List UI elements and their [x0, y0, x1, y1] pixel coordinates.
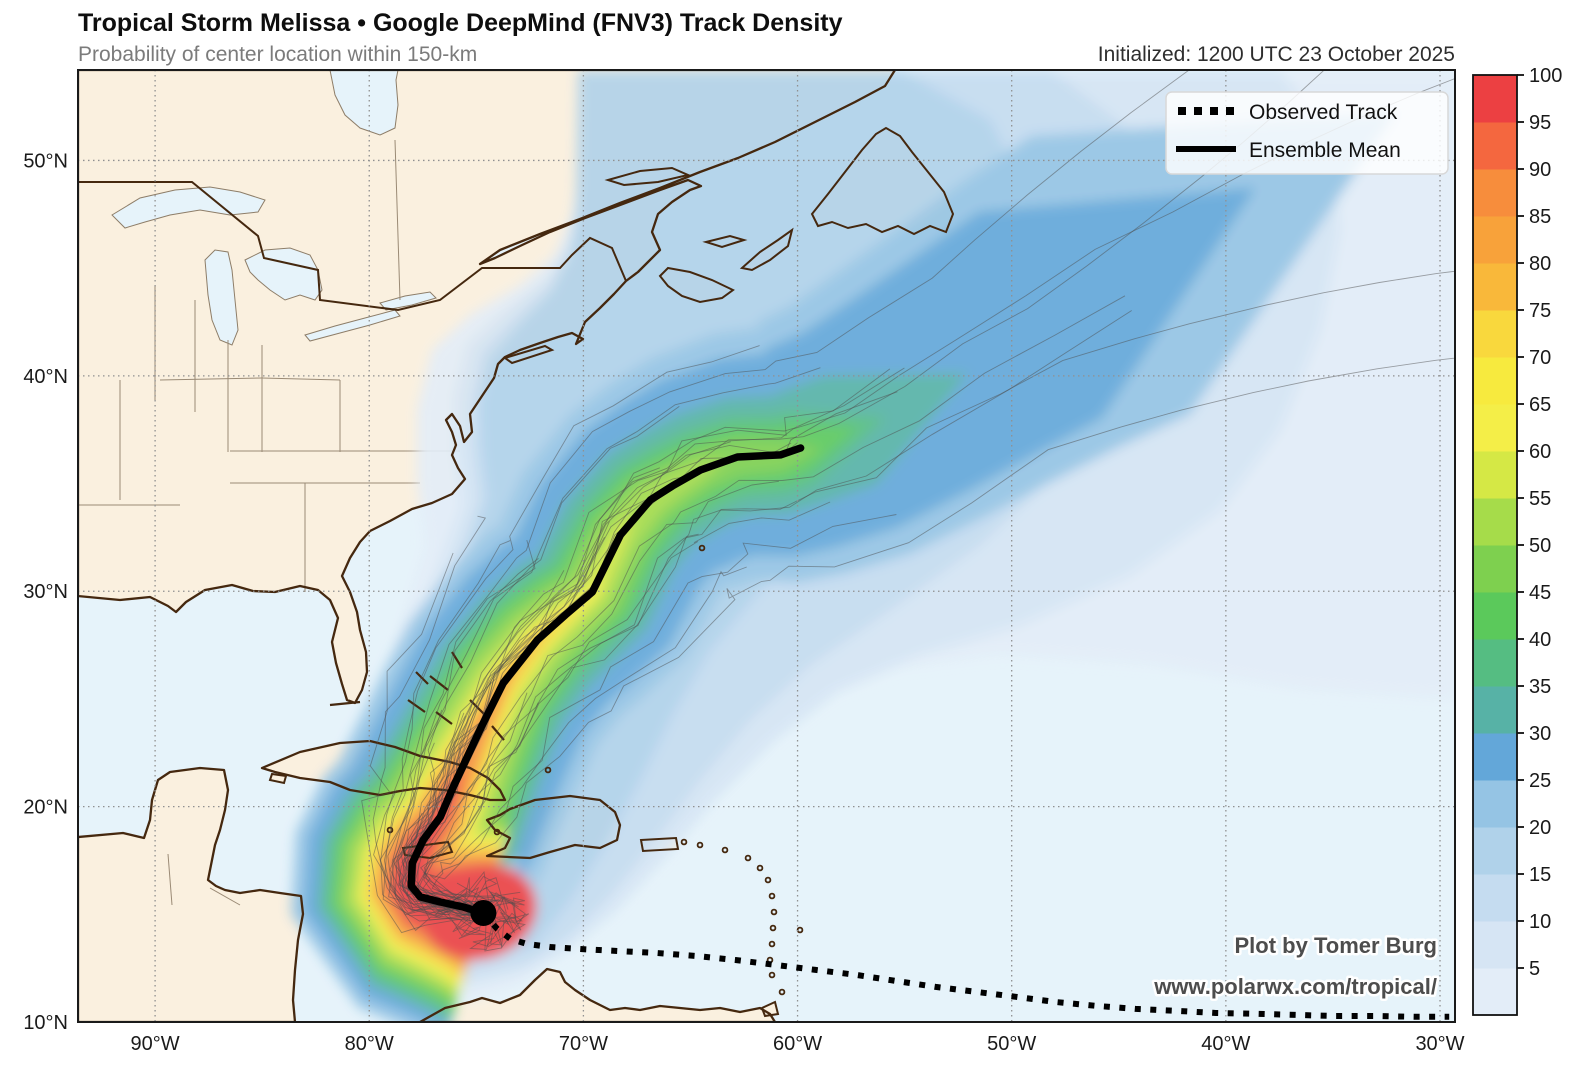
- ensemble-mean-line: [407, 444, 805, 917]
- ensemble-member-track: [361, 552, 486, 936]
- colorbar-segment: [1473, 968, 1517, 1016]
- legend-box: [1165, 91, 1449, 175]
- ensemble-member-track: [418, 501, 831, 950]
- latlon-grid: [79, 71, 1454, 1021]
- axis-labels: 90°W 80°W 70°W 60°W 50°W 40°W 30°W 10°N 20°N 30°N…: [23, 150, 1464, 1055]
- x-tick-label: 50°W: [987, 1033, 1036, 1055]
- ensemble-member-track: [388, 406, 680, 920]
- colorbar-segment: [1473, 592, 1517, 640]
- colorbar-segment: [1473, 874, 1517, 922]
- colorbar-tick-label: 75: [1529, 300, 1551, 322]
- colorbar-tick-label: 80: [1529, 253, 1551, 275]
- coastline-layer: [79, 71, 955, 1021]
- watermark-author: Plot by Tomer Burg: [1235, 933, 1438, 958]
- ensemble-member-track: [423, 692, 528, 908]
- colorbar-segment: [1473, 827, 1517, 875]
- colorbar-segment: [1473, 357, 1517, 405]
- colorbar-tick-label: 15: [1529, 864, 1551, 886]
- x-tick-label: 90°W: [131, 1033, 180, 1055]
- page-subtitle: Probability of center location within 15…: [78, 43, 477, 66]
- y-tick-label: 10°N: [23, 1012, 68, 1034]
- map-frame: [77, 69, 1456, 1023]
- colorbar-tick-label: 95: [1529, 112, 1551, 134]
- x-tick-label: 30°W: [1415, 1033, 1464, 1055]
- colorbar-segment: [1473, 263, 1517, 311]
- colorbar-segment: [1473, 498, 1517, 546]
- y-tick-label: 20°N: [23, 797, 68, 819]
- colorbar-segment: [1473, 639, 1517, 687]
- colorbar-tick-label: 90: [1529, 159, 1551, 181]
- colorbar-tick-label: 10: [1529, 911, 1551, 933]
- ensemble-member-track: [431, 514, 897, 915]
- legend-mean-label: Ensemble Mean: [1249, 139, 1401, 162]
- y-tick-label: 30°N: [23, 581, 68, 603]
- colorbar-segment: [1473, 404, 1517, 452]
- colorbar-tick-label: 30: [1529, 723, 1551, 745]
- us-canada-border: [79, 181, 627, 312]
- ensemble-member-track: [400, 367, 905, 952]
- colorbar-tick-label: 100: [1529, 65, 1562, 87]
- map-area: [79, 71, 1454, 1021]
- y-tick-label: 50°N: [23, 150, 68, 172]
- colorbar-segment: [1473, 921, 1517, 969]
- colorbar-segment: [1473, 216, 1517, 264]
- ensemble-member-track: [404, 78, 1454, 918]
- colorbar-tick-label: 45: [1529, 582, 1551, 604]
- colorbar-tick-label: 5: [1529, 958, 1540, 980]
- y-tick-label: 40°N: [23, 366, 68, 388]
- density-band-l25: [303, 187, 1256, 1021]
- colorbar-segment: [1473, 122, 1517, 170]
- page-title: Tropical Storm Melissa • Google DeepMind…: [78, 9, 843, 37]
- state-borders-layer: [79, 139, 460, 906]
- colorbar-tick-label: 85: [1529, 206, 1551, 228]
- colorbar-segment: [1473, 545, 1517, 593]
- colorbar-segment: [1473, 310, 1517, 358]
- colorbar-tick-label: 35: [1529, 676, 1551, 698]
- ensemble-member-track: [420, 270, 1454, 919]
- colorbar-tick-label: 65: [1529, 394, 1551, 416]
- init-time-label: Initialized: 1200 UTC 23 October 2025: [1098, 43, 1455, 66]
- colorbar: 5 10 15 20 25 30 35 40 45 50 55 60 65 70 75 80 85 90 95 100: [1472, 65, 1562, 1016]
- x-tick-label: 80°W: [345, 1033, 394, 1055]
- ensemble-member-track: [380, 540, 511, 917]
- observed-track-line: [481, 911, 1450, 1020]
- colorbar-tick-label: 20: [1529, 817, 1551, 839]
- x-tick-label: 70°W: [559, 1033, 608, 1055]
- colorbar-segment: [1473, 686, 1517, 734]
- ensemble-member-track: [429, 566, 747, 915]
- colorbar-tick-label: 50: [1529, 535, 1551, 557]
- legend-observed-label: Observed Track: [1249, 101, 1398, 124]
- colorbar-segment: [1473, 780, 1517, 828]
- colorbar-segment: [1473, 733, 1517, 781]
- colorbar-segment: [1473, 451, 1517, 499]
- watermark-url: www.polarwx.com/tropical/: [1153, 974, 1437, 999]
- legend: Observed Track Ensemble Mean: [1165, 91, 1449, 175]
- x-tick-label: 40°W: [1201, 1033, 1250, 1055]
- colorbar-tick-label: 60: [1529, 441, 1551, 463]
- colorbar-tick-label: 25: [1529, 770, 1551, 792]
- x-tick-label: 60°W: [773, 1033, 822, 1055]
- colorbar-segment: [1473, 169, 1517, 217]
- colorbar-tick-label: 55: [1529, 488, 1551, 510]
- ensemble-member-track: [391, 367, 821, 917]
- storm-center-dot: [470, 900, 497, 927]
- colorbar-tick-label: 40: [1529, 629, 1551, 651]
- legend-observed-sample: [1178, 107, 1234, 115]
- track-layer: [407, 444, 1450, 1020]
- colorbar-segment: [1473, 75, 1517, 123]
- colorbar-tick-label: 70: [1529, 347, 1551, 369]
- ensemble-member-track: [372, 515, 487, 932]
